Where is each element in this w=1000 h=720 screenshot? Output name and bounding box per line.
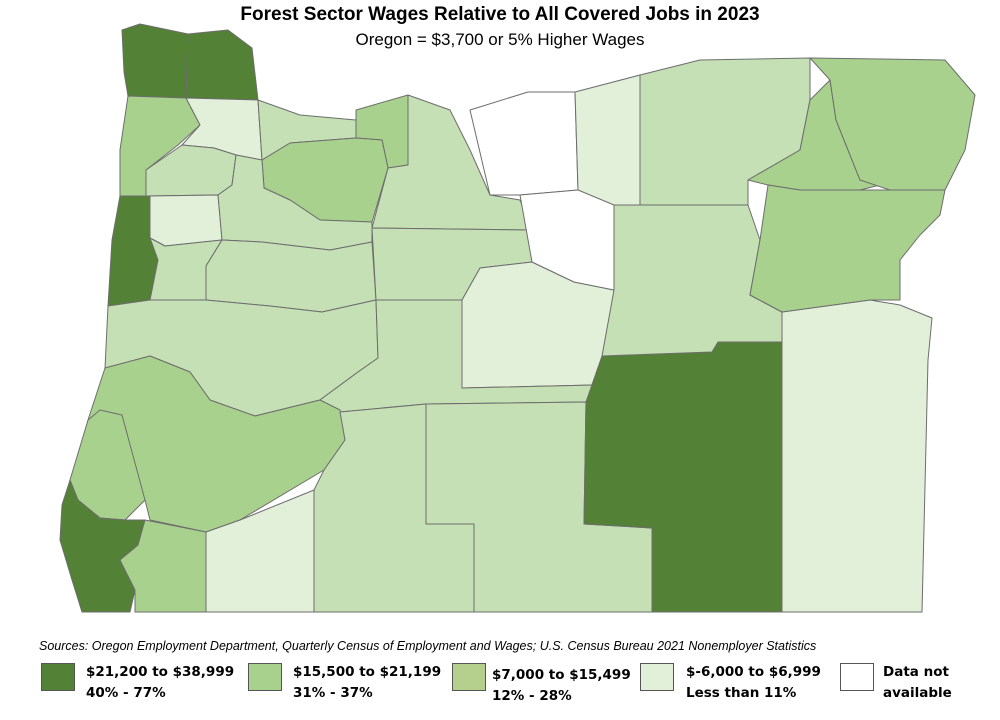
county-clatsop [121,23,189,99]
county-polk [149,194,223,247]
legend-label-olive: $7,000 to $15,499 12% - 28% [492,667,631,704]
oregon-county-map [59,23,976,613]
county-sherman [469,91,579,196]
legend-swatch-none [840,663,874,691]
legend-swatch-medium [248,663,282,691]
legend-label-medium: $15,500 to $21,199 31% - 37% [293,664,442,701]
legend-label-none: Data not available [883,664,952,701]
county-columbia [185,29,259,101]
source-note: Sources: Oregon Employment Department, Q… [39,639,817,653]
county-linn [205,239,377,313]
legend-label-dark: $21,200 to $38,999 40% - 77% [86,664,235,701]
county-malheur [781,299,933,613]
legend-swatch-dark [41,663,75,691]
legend-swatch-pale [640,663,674,691]
map-subtitle: Oregon = $3,700 or 5% Higher Wages [355,30,645,49]
county-baker [749,184,946,313]
county-morrow [574,74,641,206]
legend-swatch-olive [452,663,486,691]
legend-label-pale: $-6,000 to $6,999 Less than 11% [686,664,821,701]
map-title: Forest Sector Wages Relative to All Cove… [240,4,760,25]
